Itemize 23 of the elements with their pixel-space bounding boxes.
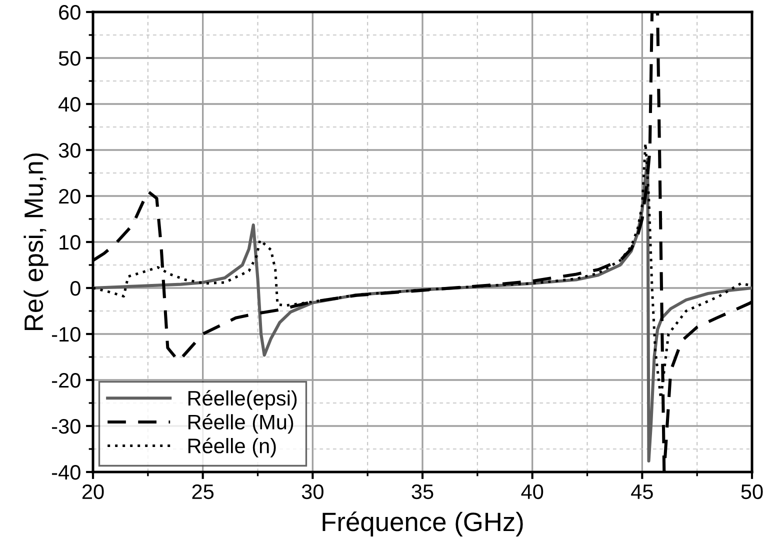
y-axis-title: Re( epsi, Mu,n): [24, 153, 48, 330]
legend-label: Réelle (Mu): [188, 414, 294, 434]
x-axis-title: Fréquence (GHz): [322, 512, 523, 536]
x-tick-label: 20: [82, 484, 104, 500]
x-tick-label: 50: [741, 484, 763, 500]
x-tick-label: 40: [521, 484, 544, 500]
y-tick-label: 60: [59, 5, 80, 20]
y-tick-label: 40: [58, 97, 80, 112]
y-tick-label: 10: [60, 235, 80, 250]
legend-label: Réelle (n): [188, 438, 276, 458]
y-tick-label: -40: [52, 465, 80, 480]
y-tick-label: -10: [52, 327, 80, 342]
y-tick-label: 20: [59, 189, 80, 204]
y-tick-label: 30: [58, 143, 80, 158]
y-tick-label: 50: [58, 51, 80, 66]
legend-label: Réelle(epsi): [188, 390, 297, 410]
y-tick-label: -30: [52, 419, 80, 434]
y-tick-label: 0: [70, 281, 80, 296]
y-tick-label: -20: [52, 373, 80, 388]
x-tick-label: 35: [412, 484, 434, 500]
x-tick-label: 25: [192, 484, 214, 500]
x-tick-label: 45: [631, 484, 653, 500]
x-tick-label: 30: [302, 484, 324, 500]
